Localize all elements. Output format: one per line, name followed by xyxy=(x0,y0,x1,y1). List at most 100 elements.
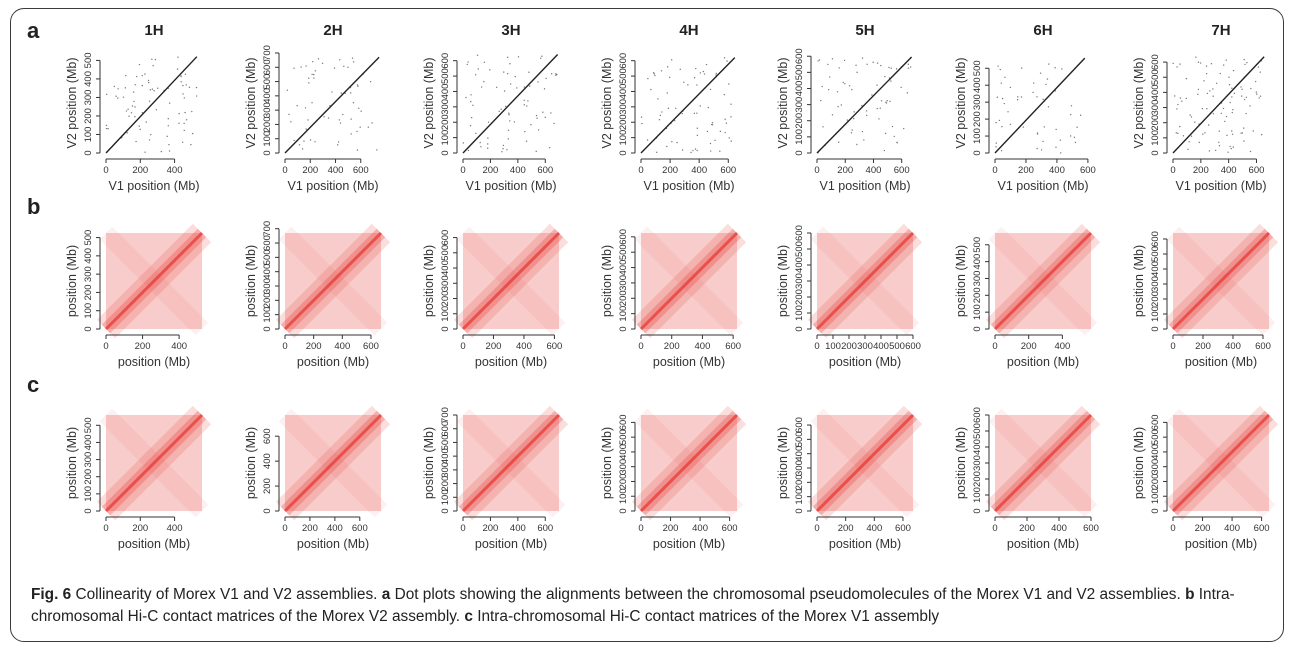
panel-a-4H-dot xyxy=(699,105,701,107)
panel-b-6H-x-tick-label: 400 xyxy=(1054,341,1070,352)
panel-a-4H-y-tick-label: 100 xyxy=(618,130,629,146)
panel-b-4H-y-label: position (Mb) xyxy=(600,245,614,317)
panel-a-2H-dot xyxy=(304,107,307,109)
panel-a-6H-dot xyxy=(997,65,999,67)
panel-a-1H-x-tick-label: 0 xyxy=(103,165,108,176)
panel-a-3H-dot xyxy=(542,111,544,113)
panel-a-3H-dot xyxy=(535,114,538,117)
panel-a-5H-x-tick-label: 200 xyxy=(837,165,853,176)
panel-c-6H-x-tick-label: 400 xyxy=(1051,523,1067,534)
panel-a-7H-dot xyxy=(1206,92,1209,95)
panel-a-2H-dot xyxy=(327,117,330,119)
panel-a-5H-dot xyxy=(842,81,844,84)
panel-a-5H-dot xyxy=(880,64,882,67)
panel-a-5H-dot xyxy=(831,114,834,116)
panel-a-6H-dot xyxy=(1070,105,1073,107)
panel-b-3H-y-tick-label: 300 xyxy=(440,275,451,291)
panel-a-1H-dot xyxy=(190,143,192,146)
panel-a-3H-y-tick-label: 400 xyxy=(440,84,451,100)
panel-a-6H-dot xyxy=(1054,67,1056,69)
panel-a-4H-dot xyxy=(652,72,655,74)
panel-b-6H-y-tick-label: 0 xyxy=(972,326,983,331)
panel-a-7H-dot xyxy=(1190,135,1193,137)
panel-a-2H-dot xyxy=(303,140,305,142)
panel-a-6H-x-tick-label: 600 xyxy=(1080,165,1096,176)
panel-a-5H-dot xyxy=(889,100,891,102)
panel-c-2H-x-tick-label: 400 xyxy=(327,523,343,534)
panel-a-5H-dot xyxy=(876,62,879,64)
panel-c-7H-x-tick-label: 200 xyxy=(1195,523,1211,534)
panel-c-6H-x-tick-label: 600 xyxy=(1083,523,1099,534)
panel-a-5H-dot xyxy=(886,100,888,102)
panel-a-4H-dot xyxy=(711,122,714,124)
panel-a-2H-y-tick-label: 600 xyxy=(262,59,273,75)
panel-b-3H-y-tick-label: 500 xyxy=(440,245,451,261)
panel-a-7H-y-label: V2 position (Mb) xyxy=(1132,57,1146,148)
panel-a-5H-x-tick-label: 0 xyxy=(814,165,819,176)
panel-b-4H-y-tick-label: 500 xyxy=(618,244,629,260)
panel-a-1H-y-tick-label: 400 xyxy=(83,71,94,87)
panel-a-7H-dot xyxy=(1215,82,1218,85)
panel-b-3H-y-tick-label: 200 xyxy=(440,291,451,307)
panel-a-7H-dot xyxy=(1246,61,1248,64)
panel-a-3H-dot xyxy=(506,149,508,151)
panel-c-7H-x-tick-label: 0 xyxy=(1170,523,1175,534)
panel-a-7H-dot xyxy=(1185,77,1188,80)
panel-a-4H-dot xyxy=(715,72,718,75)
panel-c-4H-y-tick-label: 200 xyxy=(618,474,629,490)
panel-a-2H-x-tick-label: 200 xyxy=(302,165,318,176)
panel-a-1H-dot xyxy=(106,93,108,96)
panel-c-6H-y-tick-label: 400 xyxy=(972,439,983,455)
panel-b-1H-y-label: position (Mb) xyxy=(65,245,79,317)
panel-a-6H-y-label: V2 position (Mb) xyxy=(954,57,968,148)
panel-a-6H-dot xyxy=(1001,125,1003,128)
panel-a-5H-dot xyxy=(856,143,858,146)
panel-a-7H-dot xyxy=(1177,103,1179,106)
panel-a-6H-dot xyxy=(1042,140,1044,143)
panel-a-4H-dot xyxy=(709,88,712,91)
column-title-2H: 2H xyxy=(323,22,342,39)
panel-c-2H-y-tick-label: 200 xyxy=(262,478,273,494)
panel-a-1H-dot xyxy=(128,115,130,117)
panel-a-3H-dot xyxy=(536,117,538,119)
panel-a-3H-dot xyxy=(505,105,507,108)
panel-a-2H-dot xyxy=(339,122,342,124)
panel-a-2H-dot xyxy=(342,113,344,116)
panel-a-1H-y-tick-label: 500 xyxy=(83,52,94,68)
panel-a-2H-dot xyxy=(337,141,340,143)
panel-a-4H-dot xyxy=(730,103,732,105)
panel-a-2H-dot xyxy=(301,148,304,150)
panel-a-3H-dot xyxy=(524,130,526,133)
panel-a-4H-dot xyxy=(726,60,728,62)
panel-a-3H-dot xyxy=(528,85,531,87)
panel-c-5H-x-tick-label: 600 xyxy=(895,523,911,534)
panel-a-1H-dot xyxy=(180,81,182,83)
panel-a-7H-dot xyxy=(1172,62,1174,65)
panel-a-3H-dot xyxy=(470,100,472,103)
panel-b-5H-x-tick-label: 500 xyxy=(889,341,905,352)
panel-b-3H-y-tick-label: 0 xyxy=(440,326,451,331)
panel-a-6H-dot xyxy=(1000,149,1003,152)
panel-c-2H-x-tick-label: 200 xyxy=(302,523,318,534)
panel-a-1H-dot xyxy=(105,124,108,127)
panel-a-3H-dot xyxy=(475,132,477,135)
panel-b-3H-x-tick-label: 0 xyxy=(460,341,465,352)
panel-a-6H-dot xyxy=(1040,149,1043,151)
panel-a-3H-dot xyxy=(535,150,537,153)
panel-a-5H-dot xyxy=(903,127,905,130)
panel-a-5H-dot xyxy=(851,88,853,91)
panel-a-1H-y-tick-label: 100 xyxy=(83,127,94,143)
panel-a-5H-dot xyxy=(850,132,853,134)
panel-c-3H-y-tick-label: 400 xyxy=(440,448,451,464)
panel-b-5H-x-tick-label: 600 xyxy=(905,341,921,352)
panel-a-5H-dot xyxy=(827,63,829,66)
panel-a-3H-y-tick-label: 300 xyxy=(440,99,451,115)
panel-a-4H-dot xyxy=(654,74,656,77)
panel-a-2H-dot xyxy=(352,101,355,104)
panel-a-5H-dot xyxy=(861,57,864,59)
panel-a-5H-dot xyxy=(840,104,843,106)
panel-a-4H-dot xyxy=(696,134,699,137)
panel-b-2H-x-tick-label: 200 xyxy=(306,341,322,352)
